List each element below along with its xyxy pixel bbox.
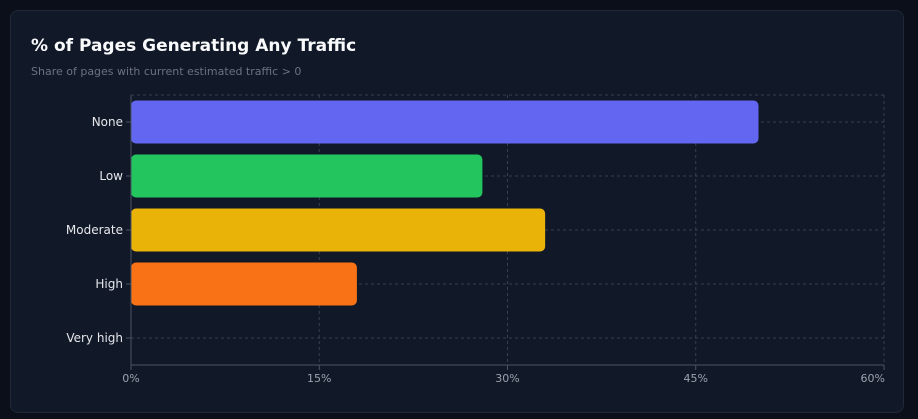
chart-title: % of Pages Generating Any Traffic — [31, 36, 357, 56]
label-layer: None Low Moderate High Very high 0% 15% 30% 45% 6… — [66, 115, 885, 385]
category-label: None — [92, 115, 123, 129]
x-tick-label: 45% — [684, 372, 708, 385]
category-label: Low — [99, 169, 123, 183]
x-tick-label: 0% — [122, 372, 139, 385]
category-label: Moderate — [66, 223, 123, 237]
category-label: High — [95, 277, 123, 291]
bar-layer — [131, 100, 759, 306]
bar-none — [131, 100, 759, 144]
bar-high — [131, 262, 357, 306]
x-tick-label: 30% — [495, 372, 519, 385]
bar-moderate — [131, 208, 546, 252]
x-tick-label: 15% — [307, 372, 331, 385]
category-label: Very high — [66, 331, 123, 345]
axis-layer — [126, 95, 885, 370]
x-tick-label: 60% — [861, 372, 885, 385]
bar-low — [131, 154, 483, 198]
chart-subtitle: Share of pages with current estimated tr… — [31, 65, 302, 78]
